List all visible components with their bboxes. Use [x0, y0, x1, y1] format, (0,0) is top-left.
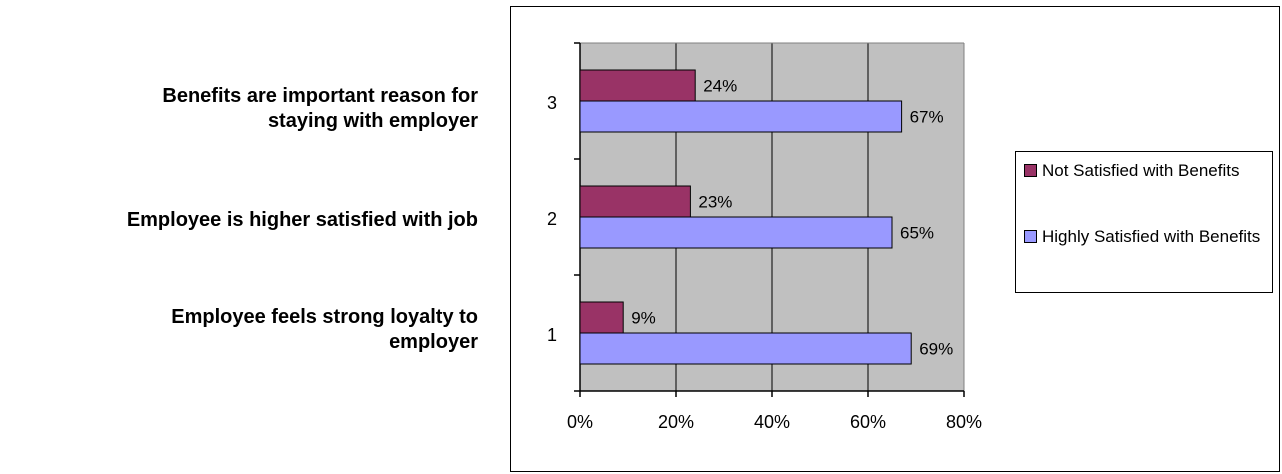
side-label-line: Employee feels strong loyalty to [171, 306, 478, 328]
chart-frame: 0% 20% 40% 60% 80% 1 9% 69% 2 23% 65% 3 24% 67% Not S… [510, 6, 1280, 472]
legend-swatch-highly-satisfied [1024, 230, 1037, 243]
data-label: 65% [900, 224, 934, 243]
y-tick-label: 3 [547, 93, 557, 113]
bar-not-satisfied [579, 185, 691, 218]
data-label: 69% [919, 340, 953, 359]
data-label: 24% [703, 77, 737, 96]
x-tick-label: 20% [658, 412, 694, 432]
legend: Not Satisfied with Benefits Highly Satis… [1015, 151, 1273, 293]
x-tick-label: 0% [567, 412, 593, 432]
side-label-line: employer [389, 331, 478, 353]
side-label-2: Employee is higher satisfied with job [126, 209, 478, 231]
side-label-3: Benefits are important reason for staying… [162, 84, 478, 134]
bar-highly-satisfied [579, 216, 893, 249]
legend-swatch-not-satisfied [1024, 164, 1037, 177]
side-label-line: staying with employer [267, 110, 478, 132]
legend-label-not-satisfied: Not Satisfied with Benefits [1042, 161, 1240, 180]
data-label: 23% [698, 193, 732, 212]
legend-entry-not-satisfied: Not Satisfied with Benefits [1024, 160, 1267, 182]
x-tick-label: 40% [754, 412, 790, 432]
bar-highly-satisfied [579, 332, 912, 365]
legend-entry-highly-satisfied: Highly Satisfied with Benefits [1024, 226, 1267, 248]
y-tick-label: 2 [547, 209, 557, 229]
bar-highly-satisfied [579, 100, 903, 133]
bar-not-satisfied [579, 69, 696, 102]
bar-chart: 0% 20% 40% 60% 80% 1 9% 69% 2 23% 65% 3 24% 67% [547, 42, 982, 432]
side-label-line: Benefits are important reason for [162, 85, 478, 107]
legend-label-highly-satisfied: Highly Satisfied with Benefits [1042, 227, 1261, 246]
x-tick-label: 80% [946, 412, 982, 432]
y-tick-label: 1 [547, 325, 557, 345]
x-tick-label: 60% [850, 412, 886, 432]
bar-not-satisfied [579, 301, 624, 334]
side-label-1: Employee feels strong loyalty to employer [171, 305, 478, 355]
data-label: 67% [910, 108, 944, 127]
data-label: 9% [631, 309, 656, 328]
